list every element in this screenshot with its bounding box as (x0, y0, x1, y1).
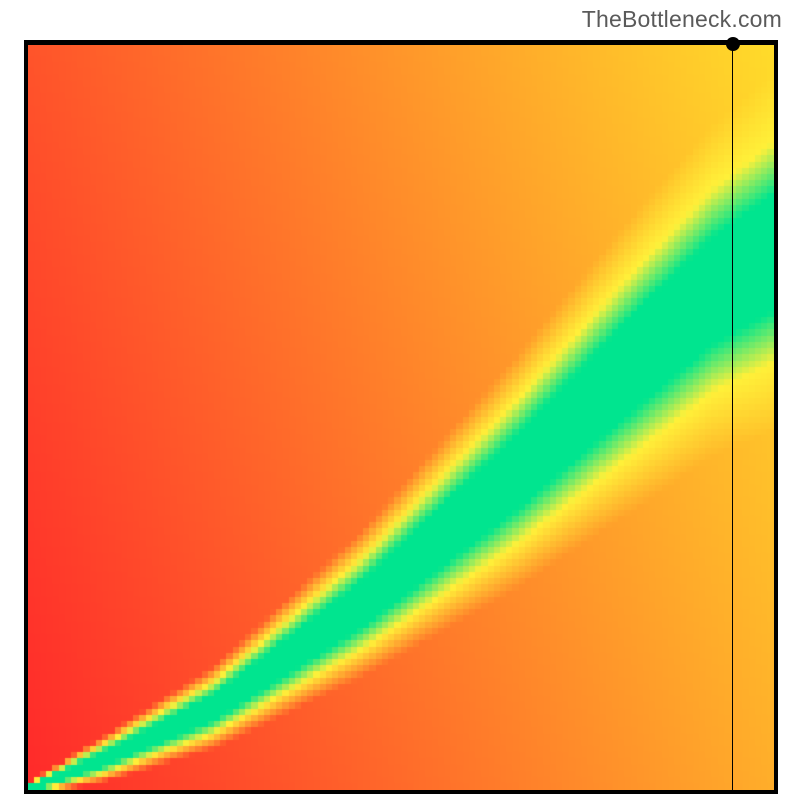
heatmap-plot (24, 40, 778, 794)
heatmap-canvas (28, 44, 774, 790)
figure-root: TheBottleneck.com (0, 0, 800, 800)
crosshair-horizontal (28, 44, 774, 45)
crosshair-marker (726, 37, 740, 51)
crosshair-vertical (732, 44, 733, 790)
watermark-text: TheBottleneck.com (582, 6, 782, 33)
